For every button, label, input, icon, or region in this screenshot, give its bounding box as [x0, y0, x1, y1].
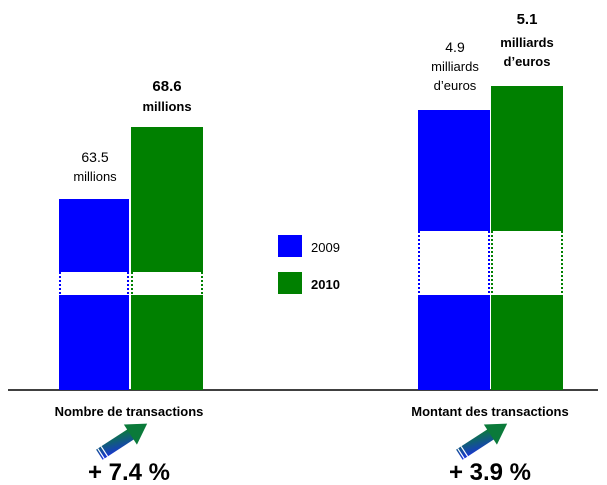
panel-transactions-amount: 4.9 milliards d’euros 5.1 milliards d’eu…	[411, 11, 568, 485]
panel-transactions-count: 63.5 millions 68.6 millions Nombre de tr…	[55, 78, 204, 485]
bar-2009-amount-bottom	[418, 295, 490, 390]
up-arrow-icon	[96, 423, 148, 460]
category-label-amount: Montant des transactions	[411, 404, 568, 419]
legend-swatch-2009	[278, 235, 302, 257]
bar-2010-amount-bottom	[491, 295, 563, 390]
bar-label-2010-amount-unit2: d’euros	[504, 54, 551, 69]
legend-label-2010: 2010	[311, 277, 340, 292]
up-arrow-icon	[456, 423, 508, 460]
bar-label-2010-count-unit: millions	[142, 99, 191, 114]
bar-2010-count	[131, 127, 203, 390]
bar-label-2009-count-unit: millions	[73, 169, 117, 184]
bar-2009-amount-top	[418, 110, 490, 231]
bar-2010-amount-top	[491, 86, 563, 231]
bar-2009-count-top	[59, 199, 129, 272]
bar-2009-count-bottom	[59, 295, 129, 390]
change-label-count: + 7.4 %	[88, 459, 170, 485]
bar-2009-count	[59, 199, 129, 390]
bar-label-2009-amount-unit2: d’euros	[434, 78, 477, 93]
change-label-amount: + 3.9 %	[449, 459, 531, 485]
bar-label-2010-count-value: 68.6	[152, 78, 181, 95]
bar-2010-count-bottom	[131, 295, 203, 390]
bar-2009-amount	[418, 110, 490, 390]
bar-label-2009-amount-value: 4.9	[445, 39, 465, 55]
bar-label-2010-amount-unit1: milliards	[500, 35, 553, 50]
bar-label-2009-amount-unit1: milliards	[431, 59, 479, 74]
legend-swatch-2010	[278, 272, 302, 294]
category-label-count: Nombre de transactions	[55, 404, 204, 419]
bar-label-2010-amount-value: 5.1	[517, 11, 538, 28]
bar-2010-amount	[491, 86, 563, 390]
bar-label-2009-count-value: 63.5	[81, 149, 108, 165]
bar-2010-count-top	[131, 127, 203, 272]
legend-label-2009: 2009	[311, 240, 340, 255]
legend: 2009 2010	[278, 235, 340, 294]
